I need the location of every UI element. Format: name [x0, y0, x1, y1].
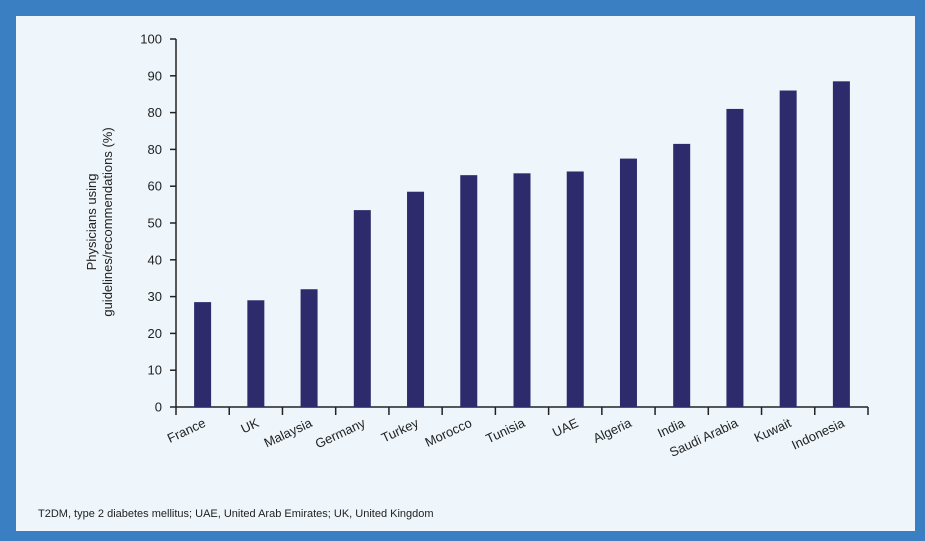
x-tick-label: Kuwait — [752, 415, 794, 445]
bar-germany — [353, 210, 371, 407]
x-tick-label: UK — [238, 415, 261, 436]
bar-saudi-arabia — [726, 108, 744, 408]
x-tick-label: India — [655, 415, 688, 441]
bar-indonesia — [832, 81, 850, 407]
bar-kuwait — [779, 90, 797, 408]
y-tick-label: 80 — [148, 105, 162, 120]
bar-france — [194, 302, 212, 407]
y-tick-label: 90 — [148, 68, 162, 83]
x-tick-label: Algeria — [591, 415, 635, 446]
x-tick-label: Malaysia — [262, 415, 316, 451]
y-tick-label: 50 — [148, 216, 162, 231]
bar-uk — [247, 300, 265, 407]
y-tick-label: 0 — [155, 400, 162, 415]
bar-malaysia — [300, 289, 318, 407]
bar-algeria — [619, 158, 637, 407]
y-axis-label-line-1: Physicians using — [84, 174, 99, 271]
y-tick-label: 100 — [140, 32, 162, 47]
y-tick-label: 30 — [148, 289, 162, 304]
y-axis-label-line-2: guidelines/recommendations (%) — [100, 127, 115, 316]
x-tick-label: Germany — [313, 415, 368, 451]
bar-uae — [566, 171, 584, 407]
y-tick-label: 60 — [148, 179, 162, 194]
bars — [194, 81, 850, 408]
x-tick-label: UAE — [550, 415, 581, 440]
x-tick-label: Morocco — [423, 415, 475, 450]
x-tick-label: France — [165, 415, 208, 446]
x-tick-label: Turkey — [379, 415, 421, 445]
bar-tunisia — [513, 173, 531, 407]
x-tick-label: Tunisia — [483, 415, 528, 446]
x-tick-label: Indonesia — [789, 415, 847, 453]
bar-turkey — [407, 191, 425, 407]
y-ticks: 0 10 20 30 40 50 60 80 80 90 100 — [140, 32, 176, 415]
header-band — [0, 0, 925, 16]
bar-morocco — [460, 175, 478, 407]
y-tick-label: 10 — [148, 363, 162, 378]
y-tick-label: 20 — [148, 326, 162, 341]
footnote: T2DM, type 2 diabetes mellitus; UAE, Uni… — [38, 508, 434, 520]
bar-india — [673, 143, 691, 407]
y-tick-label: 40 — [148, 252, 162, 267]
y-tick-label: 80 — [148, 142, 162, 157]
